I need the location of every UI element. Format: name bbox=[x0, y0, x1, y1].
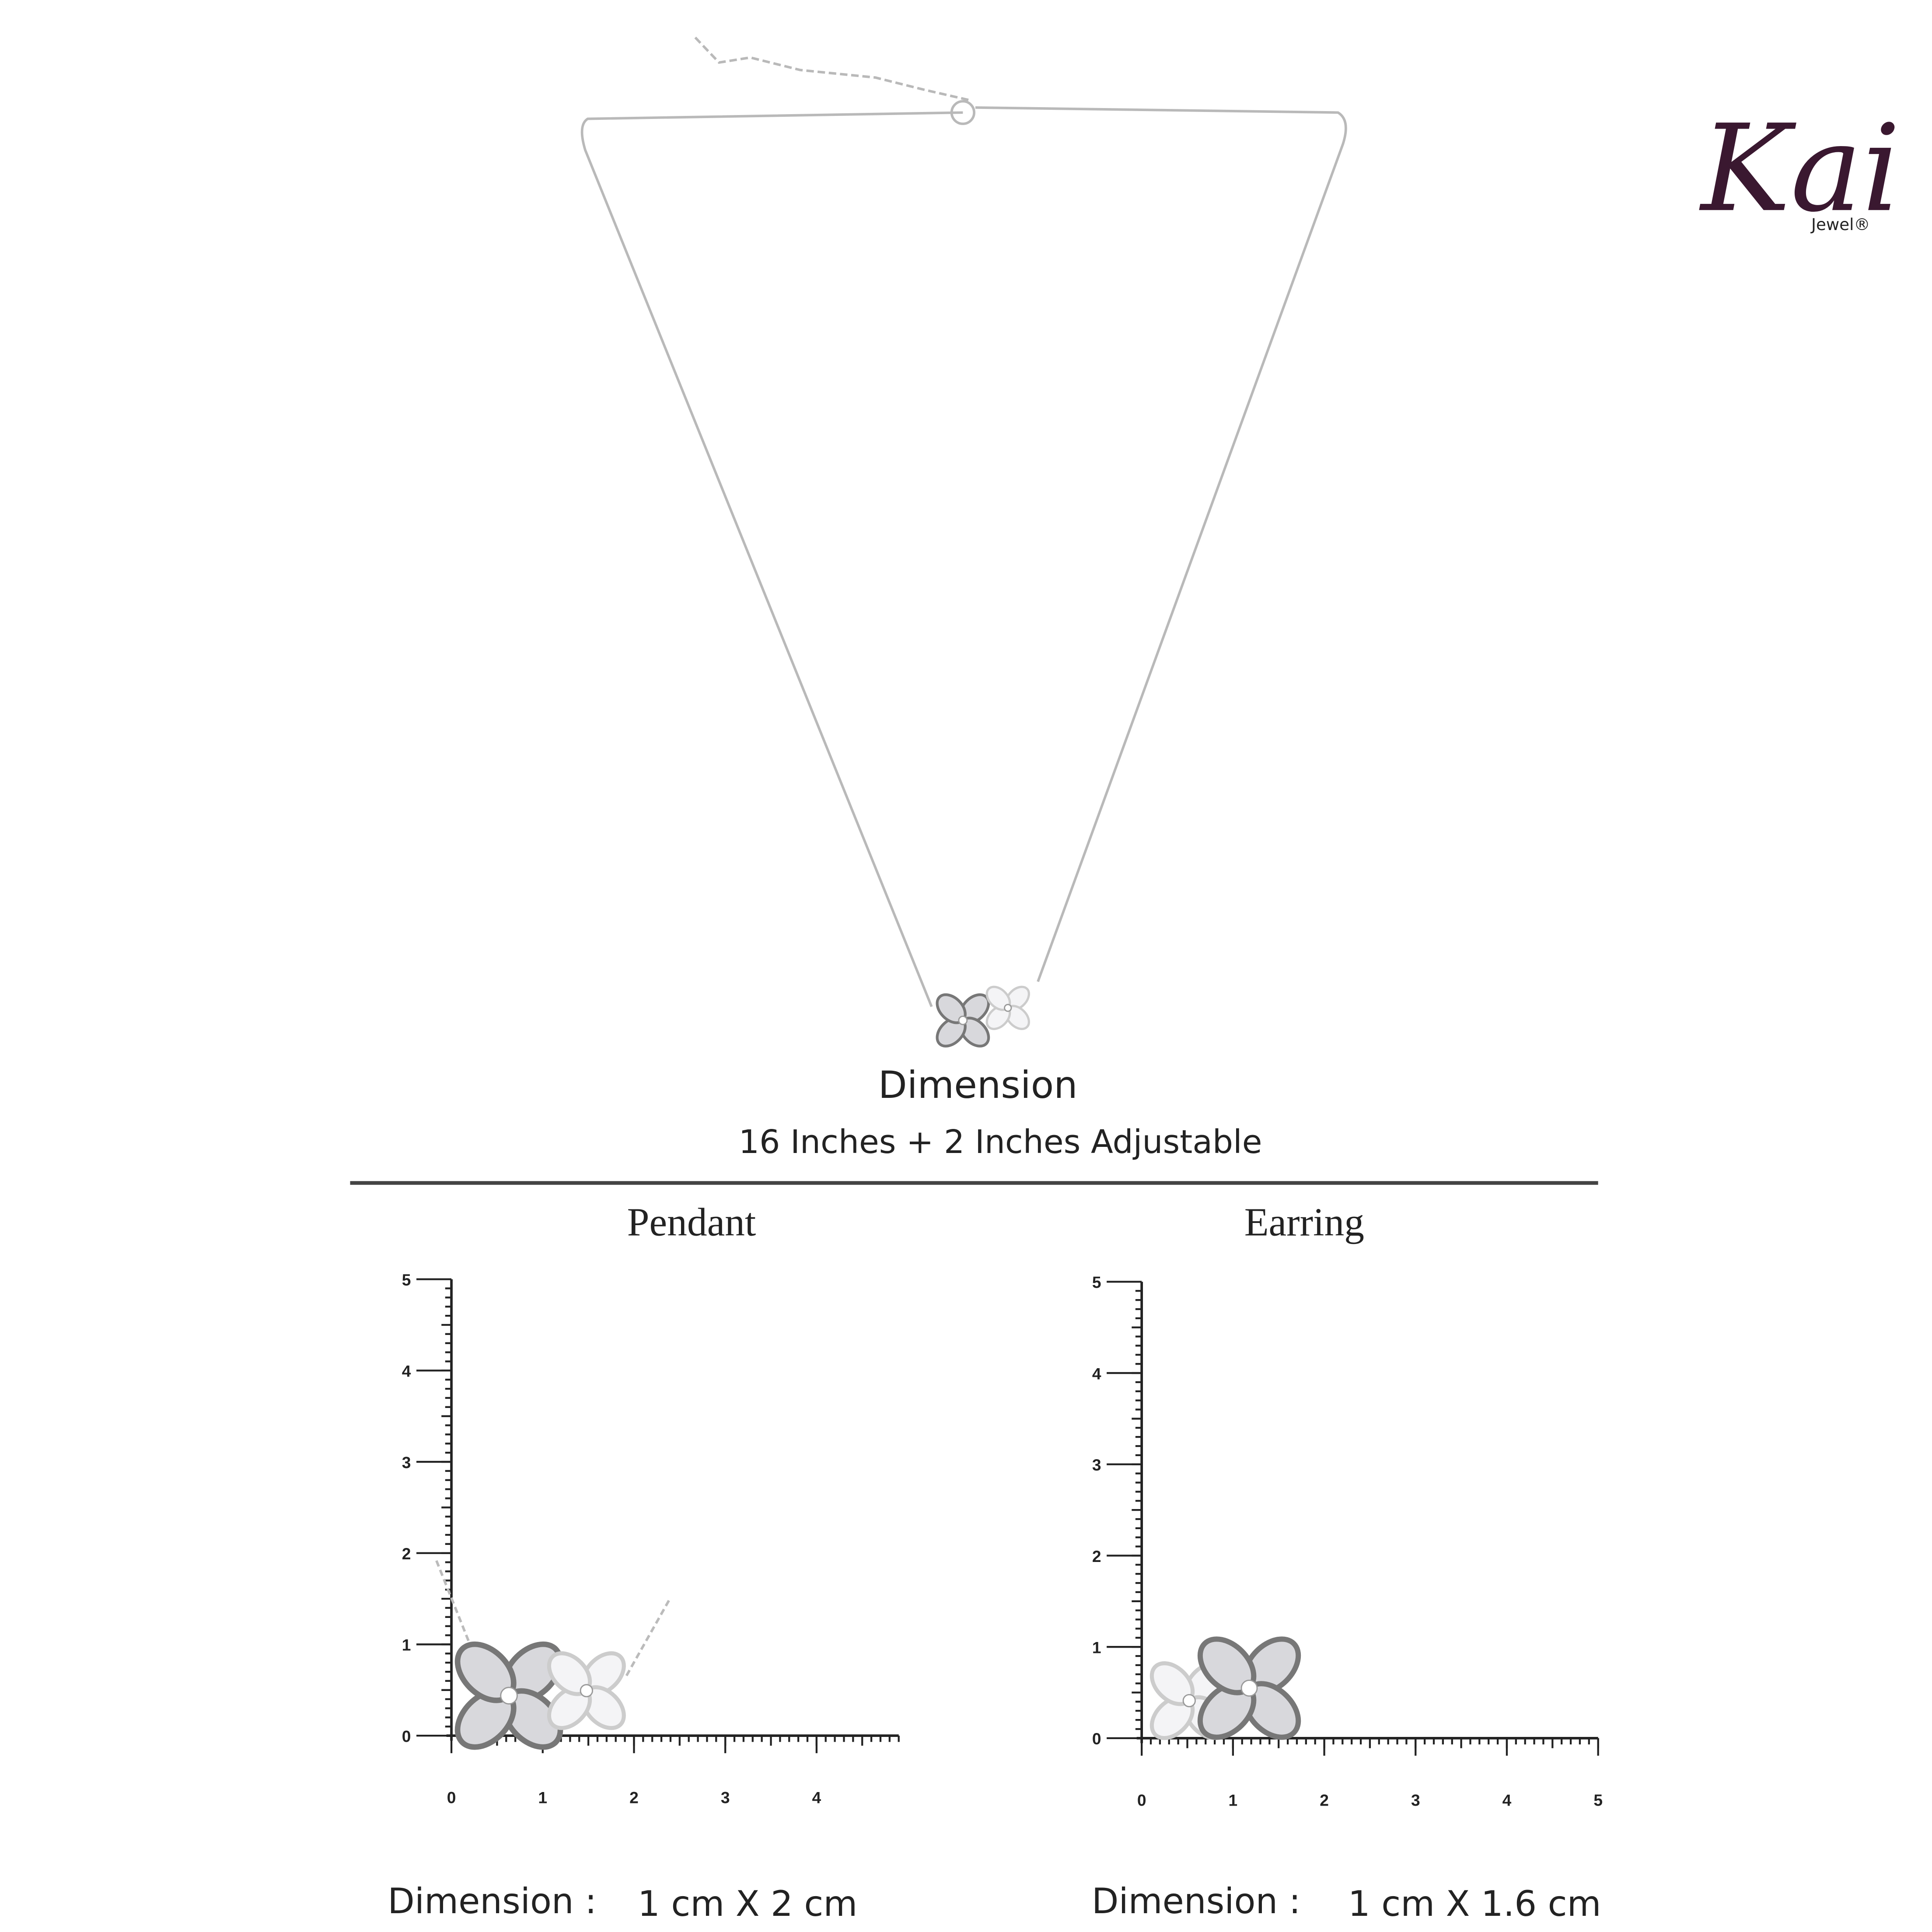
flower bbox=[1197, 1636, 1301, 1740]
product-photo bbox=[435, 1560, 671, 1750]
dimension-title: Dimension bbox=[878, 1063, 1078, 1107]
x-tick-label: 4 bbox=[812, 1789, 821, 1807]
dimension-value: 1 cm X 2 cm bbox=[638, 1883, 857, 1924]
x-tick-label: 4 bbox=[1502, 1791, 1512, 1809]
ruler-panel: Pendant 0 1 2 3 4 5 0 1 2 3 4 Dimension : 1 cm X 2 cm bbox=[388, 1200, 900, 1924]
flower bbox=[454, 1641, 563, 1750]
ruler-panel: Earring 0 1 2 3 4 5 0 1 2 3 4 5 Dimension : 1 cm X 1.6… bbox=[1092, 1200, 1603, 1924]
x-tick-label: 3 bbox=[1411, 1791, 1420, 1809]
dimension-value: 1 cm X 1.6 cm bbox=[1348, 1883, 1601, 1924]
y-tick-label: 1 bbox=[1092, 1638, 1101, 1656]
dimension-label: Dimension : bbox=[388, 1881, 597, 1922]
stone bbox=[1182, 1694, 1196, 1708]
x-tick-label: 3 bbox=[721, 1789, 730, 1807]
x-tick-label: 2 bbox=[1320, 1791, 1329, 1809]
panels: Pendant 0 1 2 3 4 5 0 1 2 3 4 Dimension : 1 cm X 2 cm… bbox=[388, 1200, 1603, 1924]
stone bbox=[958, 1015, 968, 1025]
pendant bbox=[936, 985, 1030, 1048]
brand-name: Kai bbox=[1699, 98, 1901, 238]
y-tick-label: 0 bbox=[1092, 1729, 1101, 1748]
y-tick-label: 4 bbox=[402, 1362, 411, 1380]
x-tick-label: 0 bbox=[1137, 1791, 1146, 1809]
extender-chain bbox=[694, 36, 970, 101]
dimension-text: 16 Inches + 2 Inches Adjustable bbox=[739, 1123, 1262, 1161]
x-tick-label: 1 bbox=[538, 1789, 547, 1807]
chain bbox=[435, 1560, 671, 1677]
y-tick-label: 3 bbox=[1092, 1456, 1101, 1474]
flower bbox=[985, 985, 1030, 1030]
stone bbox=[500, 1687, 518, 1705]
necklace bbox=[580, 36, 1347, 1048]
logo: Kai Jewel® bbox=[1699, 98, 1901, 238]
y-tick-label: 5 bbox=[402, 1271, 411, 1289]
y-tick-label: 5 bbox=[1092, 1273, 1101, 1292]
x-tick-label: 1 bbox=[1229, 1791, 1238, 1809]
panel-title: Pendant bbox=[627, 1200, 756, 1244]
right-chain bbox=[975, 106, 1347, 982]
x-tick-label: 0 bbox=[447, 1789, 456, 1807]
brand-tagline: Jewel® bbox=[1810, 215, 1870, 234]
stone bbox=[580, 1684, 593, 1698]
dimension-label: Dimension : bbox=[1092, 1881, 1301, 1922]
y-tick-label: 0 bbox=[402, 1727, 411, 1745]
y-tick-label: 1 bbox=[402, 1636, 411, 1654]
stone bbox=[1004, 1004, 1012, 1012]
y-tick-label: 2 bbox=[1092, 1547, 1101, 1565]
y-tick-label: 3 bbox=[402, 1453, 411, 1471]
product-photo bbox=[1149, 1636, 1301, 1740]
left-chain bbox=[580, 111, 963, 1007]
y-tick-label: 2 bbox=[402, 1544, 411, 1563]
stone bbox=[1240, 1680, 1258, 1697]
flower bbox=[936, 993, 990, 1048]
x-tick-label: 2 bbox=[629, 1789, 639, 1807]
x-tick-label: 5 bbox=[1593, 1791, 1603, 1809]
y-tick-label: 4 bbox=[1092, 1364, 1101, 1383]
flower bbox=[547, 1651, 626, 1730]
panel-title: Earring bbox=[1244, 1200, 1364, 1244]
